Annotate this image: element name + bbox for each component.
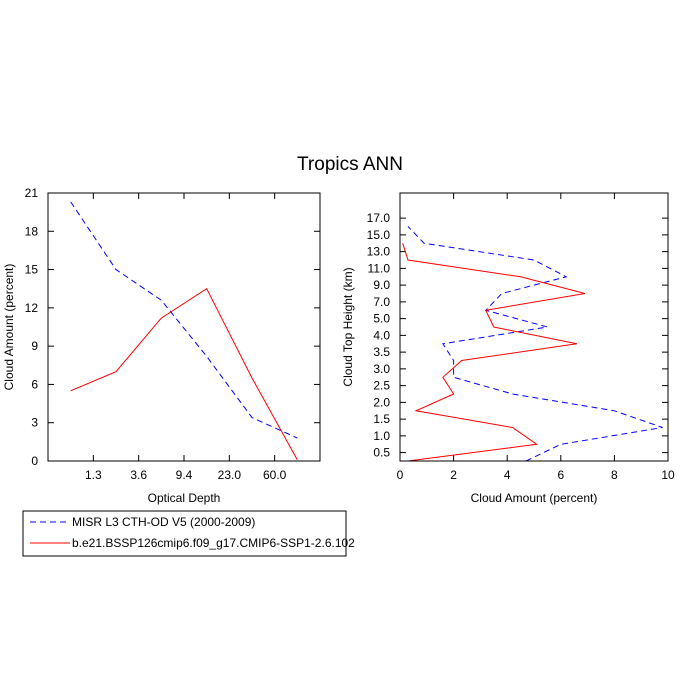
left-y-tick-label: 12 (25, 301, 39, 315)
legend-label-model: b.e21.BSSP126cmip6.f09_g17.CMIP6-SSP1-2.… (72, 536, 355, 550)
right-y-tick-label: 11.0 (368, 261, 391, 275)
left-y-tick-label: 15 (25, 263, 39, 277)
cloud-top-height-panel: 0 2 4 6 8 10 0.5 1.0 1.5 2.0 2.5 3.0 3.5 4.0 5.0 7.0 9.0… (341, 192, 675, 505)
right-panel-ticks: 0 2 4 6 8 10 0.5 1.0 1.5 2.0 2.5 3.0 3.5 4.0 5.0 7.0 9.0… (367, 193, 675, 482)
right-y-tick-label: 3.5 (373, 345, 390, 359)
left-x-tick-label: 9.4 (176, 468, 193, 482)
left-y-tick-label: 21 (25, 186, 39, 200)
left-y-axis-label: Cloud Amount (percent) (2, 264, 16, 391)
right-y-tick-label: 1.5 (373, 412, 390, 426)
left-x-axis-label: Optical Depth (148, 491, 221, 505)
right-panel-series (402, 226, 663, 462)
right-y-tick-label: 13.0 (367, 245, 391, 259)
optical-depth-panel: 0 3 6 9 12 15 18 21 1.3 3.6 9.4 23.0 60.0 Optical De… (2, 186, 321, 505)
right-series-misr-line (407, 226, 663, 462)
legend-label-misr: MISR L3 CTH-OD V5 (2000-2009) (72, 515, 255, 529)
right-y-tick-label: 15.0 (367, 228, 391, 242)
figure-title: Tropics ANN (297, 154, 403, 175)
right-y-tick-label: 3.0 (373, 362, 390, 376)
right-x-tick-label: 6 (557, 468, 564, 482)
right-y-tick-label: 0.5 (373, 446, 390, 460)
right-y-tick-label: 9.0 (373, 278, 390, 292)
left-y-tick-label: 6 (31, 377, 38, 391)
right-y-tick-label: 7.0 (373, 295, 390, 309)
left-series-model-line (70, 287, 298, 460)
left-panel-series (70, 201, 298, 460)
left-x-tick-label: 23.0 (218, 468, 242, 482)
right-x-tick-label: 10 (661, 468, 675, 482)
right-y-tick-label: 2.0 (373, 395, 390, 409)
legend-box (22, 510, 347, 557)
left-y-tick-label: 3 (31, 416, 38, 430)
right-y-tick-label: 17.0 (367, 211, 391, 225)
left-x-tick-label: 1.3 (85, 468, 102, 482)
right-series-model-line (402, 243, 586, 462)
right-y-tick-label: 1.0 (373, 429, 390, 443)
right-y-tick-label: 4.0 (373, 328, 390, 342)
left-panel-frame (47, 192, 321, 462)
right-panel-frame (399, 192, 669, 462)
left-x-tick-label: 60.0 (263, 468, 287, 482)
right-y-axis-label: Cloud Top Height (km) (341, 267, 355, 386)
right-x-tick-label: 0 (397, 468, 404, 482)
right-y-tick-label: 5.0 (373, 312, 390, 326)
left-series-misr-line (70, 201, 298, 439)
right-x-tick-label: 8 (611, 468, 618, 482)
left-panel-ticks: 0 3 6 9 12 15 18 21 1.3 3.6 9.4 23.0 60.0 (25, 186, 321, 482)
right-x-axis-label: Cloud Amount (percent) (471, 491, 598, 505)
right-x-tick-label: 2 (450, 468, 457, 482)
right-x-tick-label: 4 (504, 468, 511, 482)
legend: MISR L3 CTH-OD V5 (2000-2009) b.e21.BSSP… (22, 510, 355, 557)
right-y-tick-label: 2.5 (373, 379, 390, 393)
left-y-tick-label: 9 (31, 339, 38, 353)
left-y-tick-label: 18 (25, 224, 39, 238)
left-x-tick-label: 3.6 (130, 468, 147, 482)
left-y-tick-label: 0 (31, 454, 38, 468)
